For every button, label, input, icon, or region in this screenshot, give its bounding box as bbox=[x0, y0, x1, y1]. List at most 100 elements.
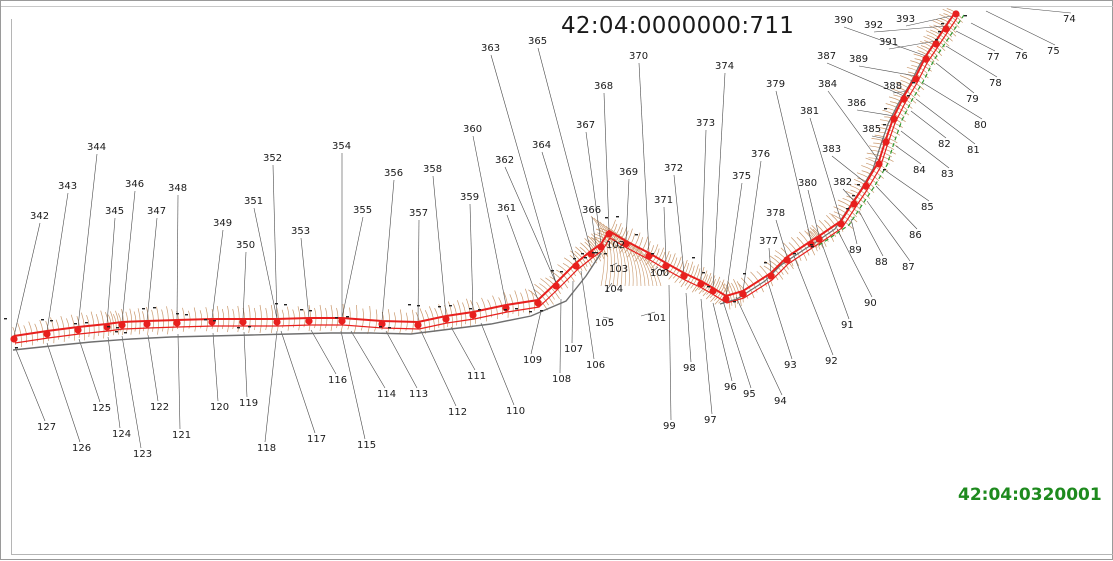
point-label-393: 393 bbox=[896, 14, 915, 25]
leader-line bbox=[742, 160, 762, 292]
point-label-84: 84 bbox=[913, 165, 926, 176]
point-label-120: 120 bbox=[210, 402, 229, 413]
point-label-378: 378 bbox=[766, 208, 785, 219]
point-label-114: 114 bbox=[377, 389, 396, 400]
survey-mark bbox=[883, 169, 886, 171]
contour-stroke bbox=[602, 223, 619, 287]
survey-mark bbox=[604, 253, 607, 255]
survey-mark bbox=[41, 319, 44, 321]
point-label-106: 106 bbox=[586, 360, 605, 371]
vertex-marker bbox=[118, 321, 126, 329]
survey-mark bbox=[142, 308, 145, 310]
vertex-marker bbox=[815, 235, 823, 243]
point-label-118: 118 bbox=[257, 443, 276, 454]
point-label-342: 342 bbox=[30, 211, 49, 222]
leader-line bbox=[121, 335, 142, 449]
survey-mark bbox=[504, 309, 507, 311]
leader-line bbox=[106, 217, 116, 325]
point-label-87: 87 bbox=[902, 262, 915, 273]
point-label-358: 358 bbox=[423, 164, 442, 175]
point-label-381: 381 bbox=[800, 106, 819, 117]
point-label-127: 127 bbox=[37, 422, 56, 433]
leader-line bbox=[480, 322, 515, 406]
survey-mark bbox=[635, 234, 638, 236]
point-label-98: 98 bbox=[683, 363, 696, 374]
leader-line bbox=[775, 90, 812, 242]
leader-line bbox=[922, 82, 983, 120]
point-label-384: 384 bbox=[818, 79, 837, 90]
point-label-364: 364 bbox=[532, 140, 551, 151]
point-label-104: 104 bbox=[604, 284, 623, 295]
point-label-391: 391 bbox=[879, 37, 898, 48]
leader-line bbox=[826, 62, 905, 97]
survey-mark bbox=[275, 303, 278, 305]
vertex-marker bbox=[338, 317, 346, 325]
survey-mark bbox=[810, 244, 813, 246]
point-label-75: 75 bbox=[1047, 46, 1060, 57]
vertex-marker bbox=[587, 250, 595, 258]
leader-line bbox=[46, 192, 69, 332]
point-label-379: 379 bbox=[766, 79, 785, 90]
point-label-363: 363 bbox=[481, 43, 500, 54]
leader-line bbox=[858, 65, 917, 77]
point-label-392: 392 bbox=[864, 20, 883, 31]
leader-line bbox=[809, 117, 842, 222]
vertex-marker bbox=[645, 252, 653, 260]
leader-line bbox=[310, 329, 337, 375]
leader-line bbox=[831, 155, 867, 184]
point-label-377: 377 bbox=[759, 236, 778, 247]
leader-line bbox=[585, 131, 602, 245]
point-label-343: 343 bbox=[58, 181, 77, 192]
vertex-marker bbox=[469, 311, 477, 319]
leader-line bbox=[537, 47, 592, 252]
point-label-80: 80 bbox=[974, 120, 987, 131]
contour-stroke bbox=[599, 221, 616, 287]
survey-mark bbox=[478, 309, 481, 311]
leader-line bbox=[793, 255, 834, 356]
point-label-368: 368 bbox=[594, 81, 613, 92]
survey-mark bbox=[692, 257, 695, 259]
survey-mark bbox=[469, 308, 472, 310]
leader-line bbox=[668, 284, 672, 421]
survey-mark bbox=[883, 124, 886, 126]
point-label-90: 90 bbox=[864, 298, 877, 309]
vertex-marker bbox=[378, 320, 386, 328]
vegetation-edge bbox=[818, 14, 965, 246]
leader-line bbox=[341, 216, 364, 319]
survey-mark bbox=[153, 307, 156, 309]
point-label-366: 366 bbox=[582, 205, 601, 216]
contour-stroke bbox=[635, 245, 662, 287]
point-label-109: 109 bbox=[523, 355, 542, 366]
survey-mark bbox=[204, 319, 207, 321]
leader-line bbox=[450, 326, 476, 371]
point-label-117: 117 bbox=[307, 434, 326, 445]
point-label-352: 352 bbox=[263, 153, 282, 164]
vertex-marker bbox=[143, 320, 151, 328]
leader-line bbox=[915, 98, 976, 145]
point-label-386: 386 bbox=[847, 98, 866, 109]
point-label-74: 74 bbox=[1063, 14, 1076, 25]
point-label-388: 388 bbox=[883, 81, 902, 92]
leader-line bbox=[673, 174, 685, 274]
vertex-marker bbox=[173, 319, 181, 327]
parcel-number-label: 42:04:0000000:711 bbox=[561, 13, 795, 39]
point-label-88: 88 bbox=[875, 257, 888, 268]
point-label-374: 374 bbox=[715, 61, 734, 72]
point-label-382: 382 bbox=[833, 177, 852, 188]
leader-line bbox=[858, 210, 884, 257]
leader-line bbox=[725, 182, 743, 297]
leader-line bbox=[602, 316, 614, 320]
survey-mark bbox=[584, 257, 587, 259]
survey-mark bbox=[793, 253, 796, 255]
road-edge bbox=[12, 252, 602, 351]
leader-line bbox=[768, 247, 772, 274]
point-label-107: 107 bbox=[564, 344, 583, 355]
vertex-marker bbox=[932, 40, 940, 48]
survey-mark bbox=[592, 252, 595, 254]
leader-line bbox=[605, 282, 613, 292]
vertex-marker bbox=[739, 290, 747, 298]
leader-line bbox=[340, 330, 366, 440]
survey-mark bbox=[846, 208, 849, 210]
vertex-marker bbox=[680, 272, 688, 280]
